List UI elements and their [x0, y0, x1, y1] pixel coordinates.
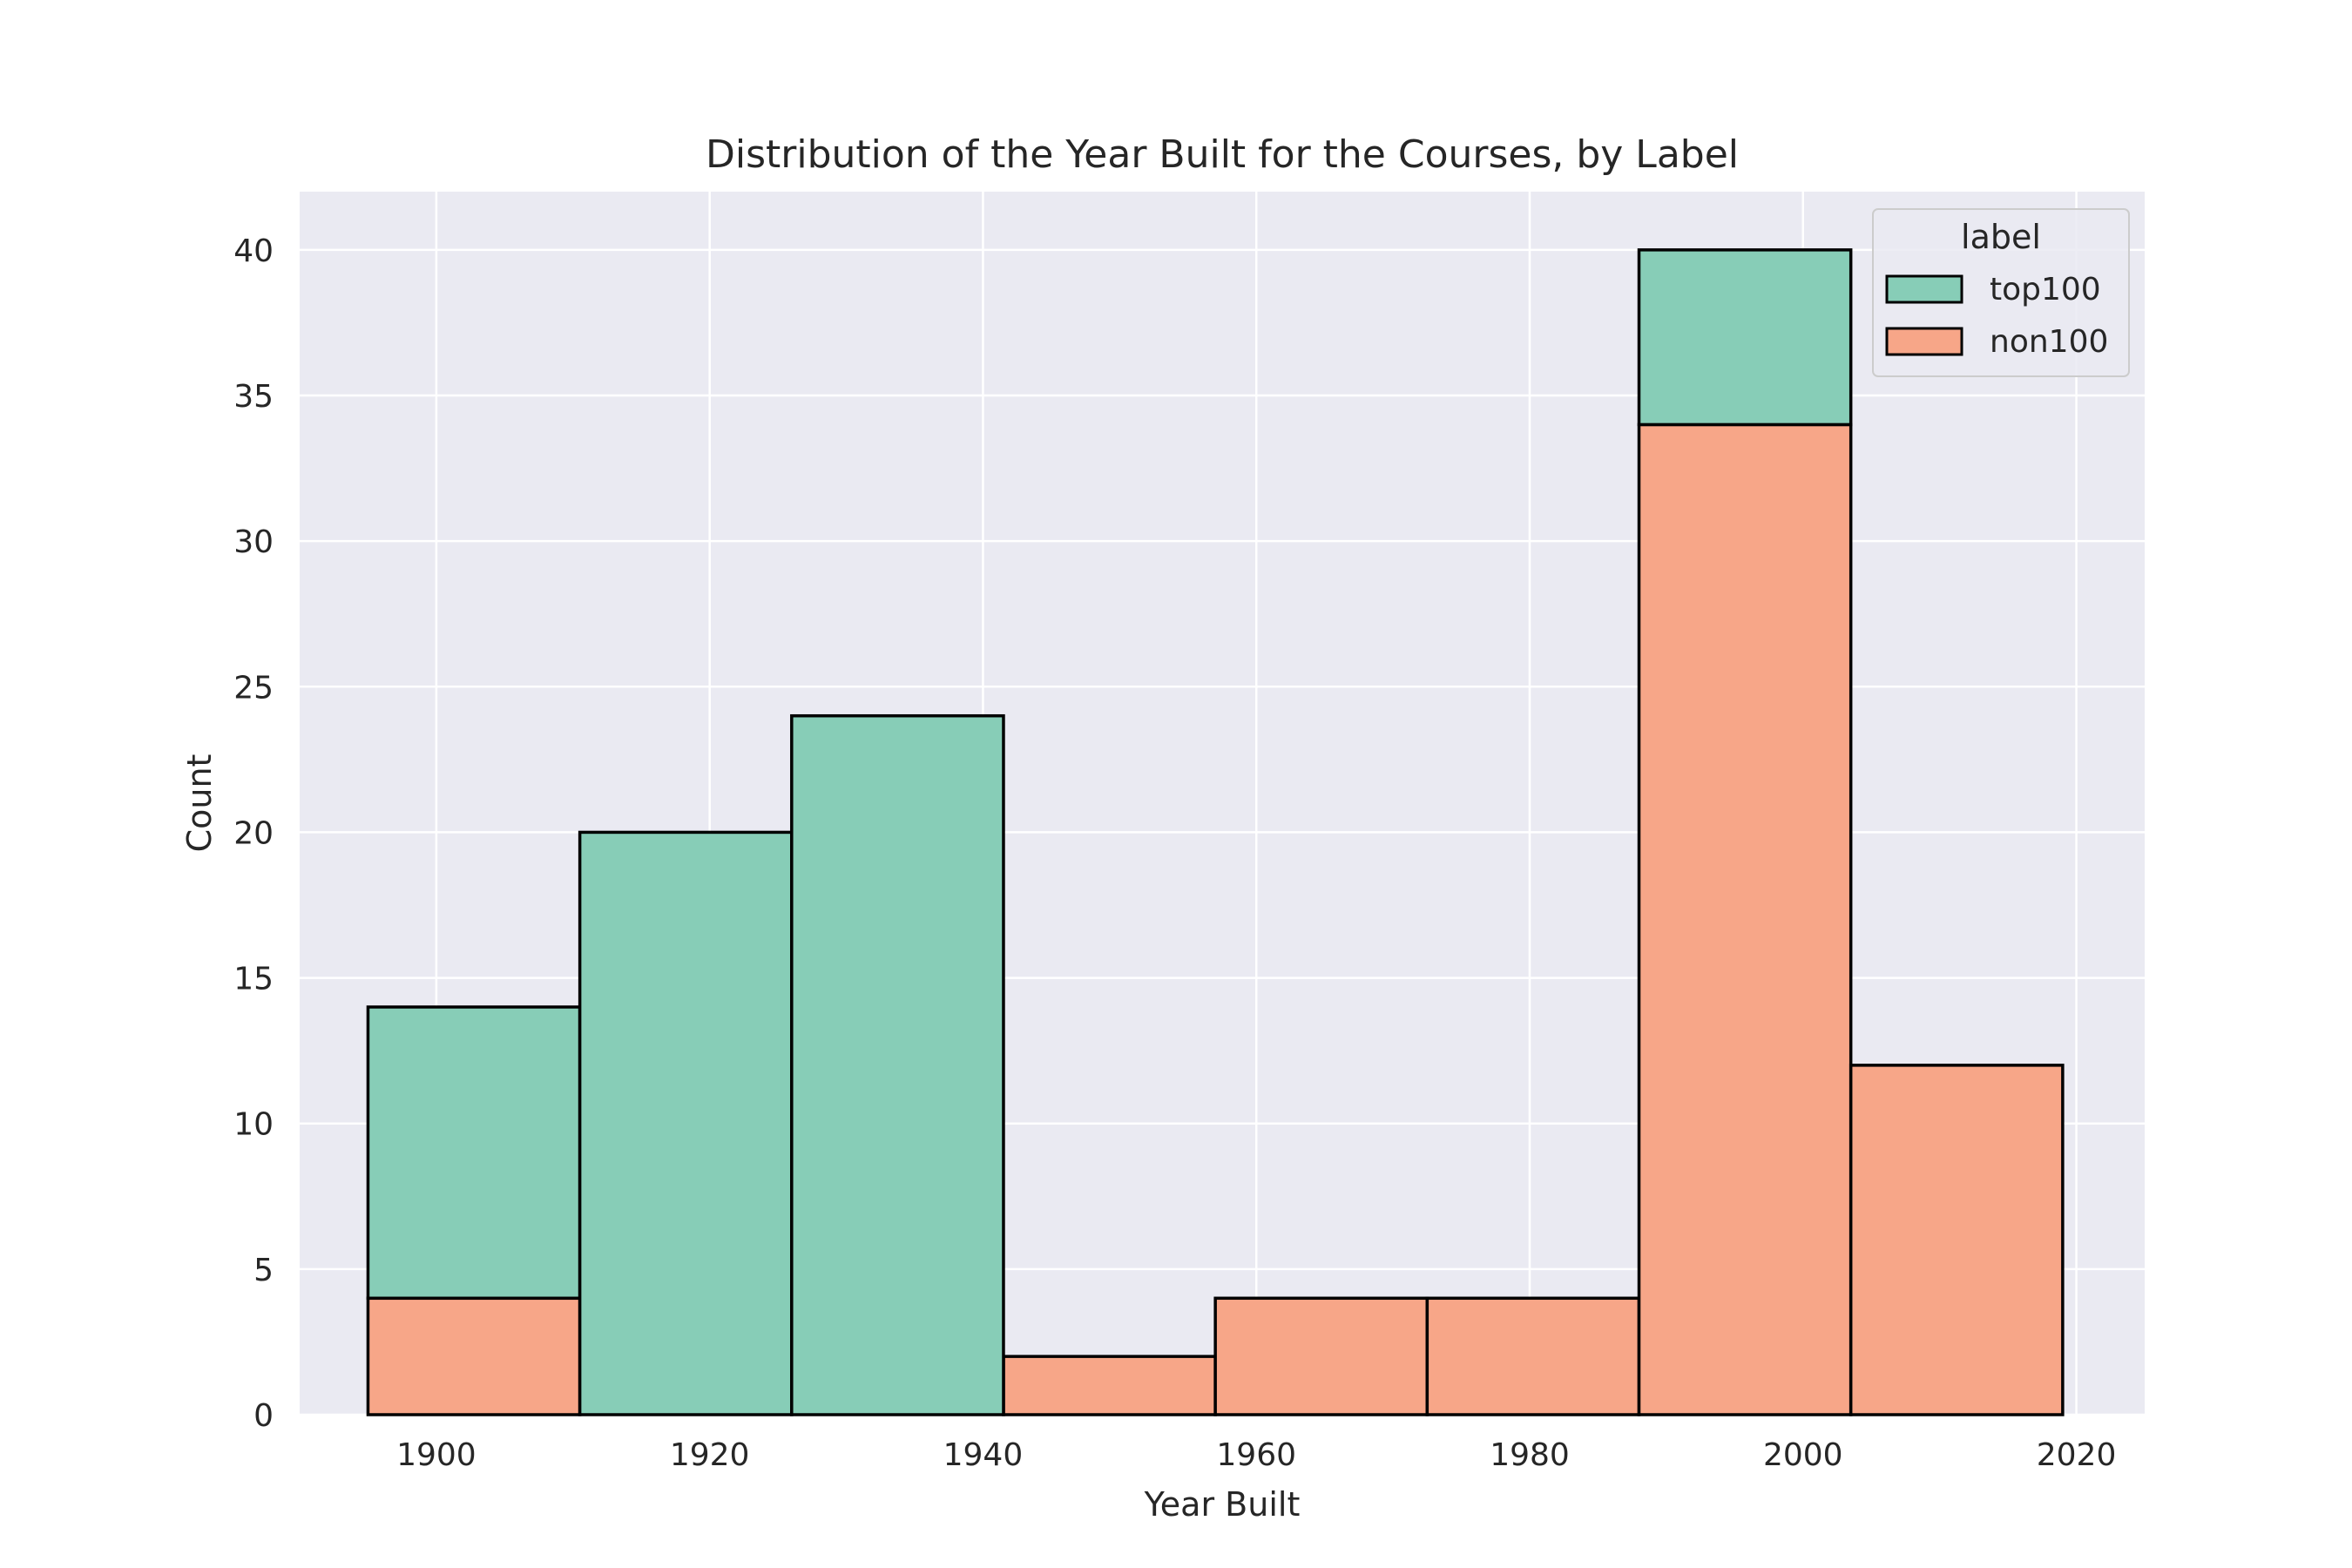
y-tick-label: 5 [253, 1253, 274, 1288]
bar-non100 [1213, 1296, 1429, 1416]
x-axis-label: Year Built [1144, 1485, 1301, 1524]
legend-swatch-non100 [1885, 327, 1963, 356]
y-tick-label: 40 [233, 233, 274, 269]
x-tick-label: 1900 [396, 1437, 476, 1473]
y-tick-label: 35 [233, 379, 274, 415]
bar-top100 [578, 830, 794, 1416]
legend-swatch-top100 [1885, 274, 1963, 304]
bar-non100 [1848, 1064, 2065, 1416]
chart-title: Distribution of the Year Built for the C… [706, 132, 1739, 177]
y-tick-label: 10 [233, 1107, 274, 1143]
bar-non100 [1637, 422, 1853, 1416]
legend-label-top100: top100 [1990, 272, 2101, 308]
x-tick-label: 1980 [1490, 1437, 1570, 1473]
bar-top100 [366, 1005, 582, 1301]
bar-non100 [1425, 1296, 1641, 1416]
bar-non100 [1002, 1355, 1217, 1416]
legend: label top100 non100 [1872, 208, 2130, 377]
y-tick-label: 15 [233, 962, 274, 997]
x-tick-label: 2020 [2037, 1437, 2117, 1473]
y-tick-label: 20 [233, 815, 274, 851]
legend-label-non100: non100 [1990, 324, 2108, 360]
y-axis-label: Count [180, 754, 219, 853]
x-tick-label: 2000 [1763, 1437, 1843, 1473]
bar-top100 [790, 713, 1005, 1416]
x-tick-label: 1940 [943, 1437, 1024, 1473]
y-tick-label: 0 [253, 1398, 274, 1434]
legend-title: label [1961, 218, 2041, 256]
y-tick-label: 30 [233, 524, 274, 560]
x-tick-label: 1920 [670, 1437, 750, 1473]
x-tick-label: 1960 [1216, 1437, 1296, 1473]
tick-labels: 1900 1920 1940 1960 1980 2000 2020 0 5 10 15 20 25 30… [233, 233, 2116, 1473]
y-tick-label: 25 [233, 670, 274, 706]
bar-non100 [366, 1296, 582, 1416]
bar-top100 [1637, 248, 1853, 427]
histogram-bars [366, 248, 2065, 1416]
